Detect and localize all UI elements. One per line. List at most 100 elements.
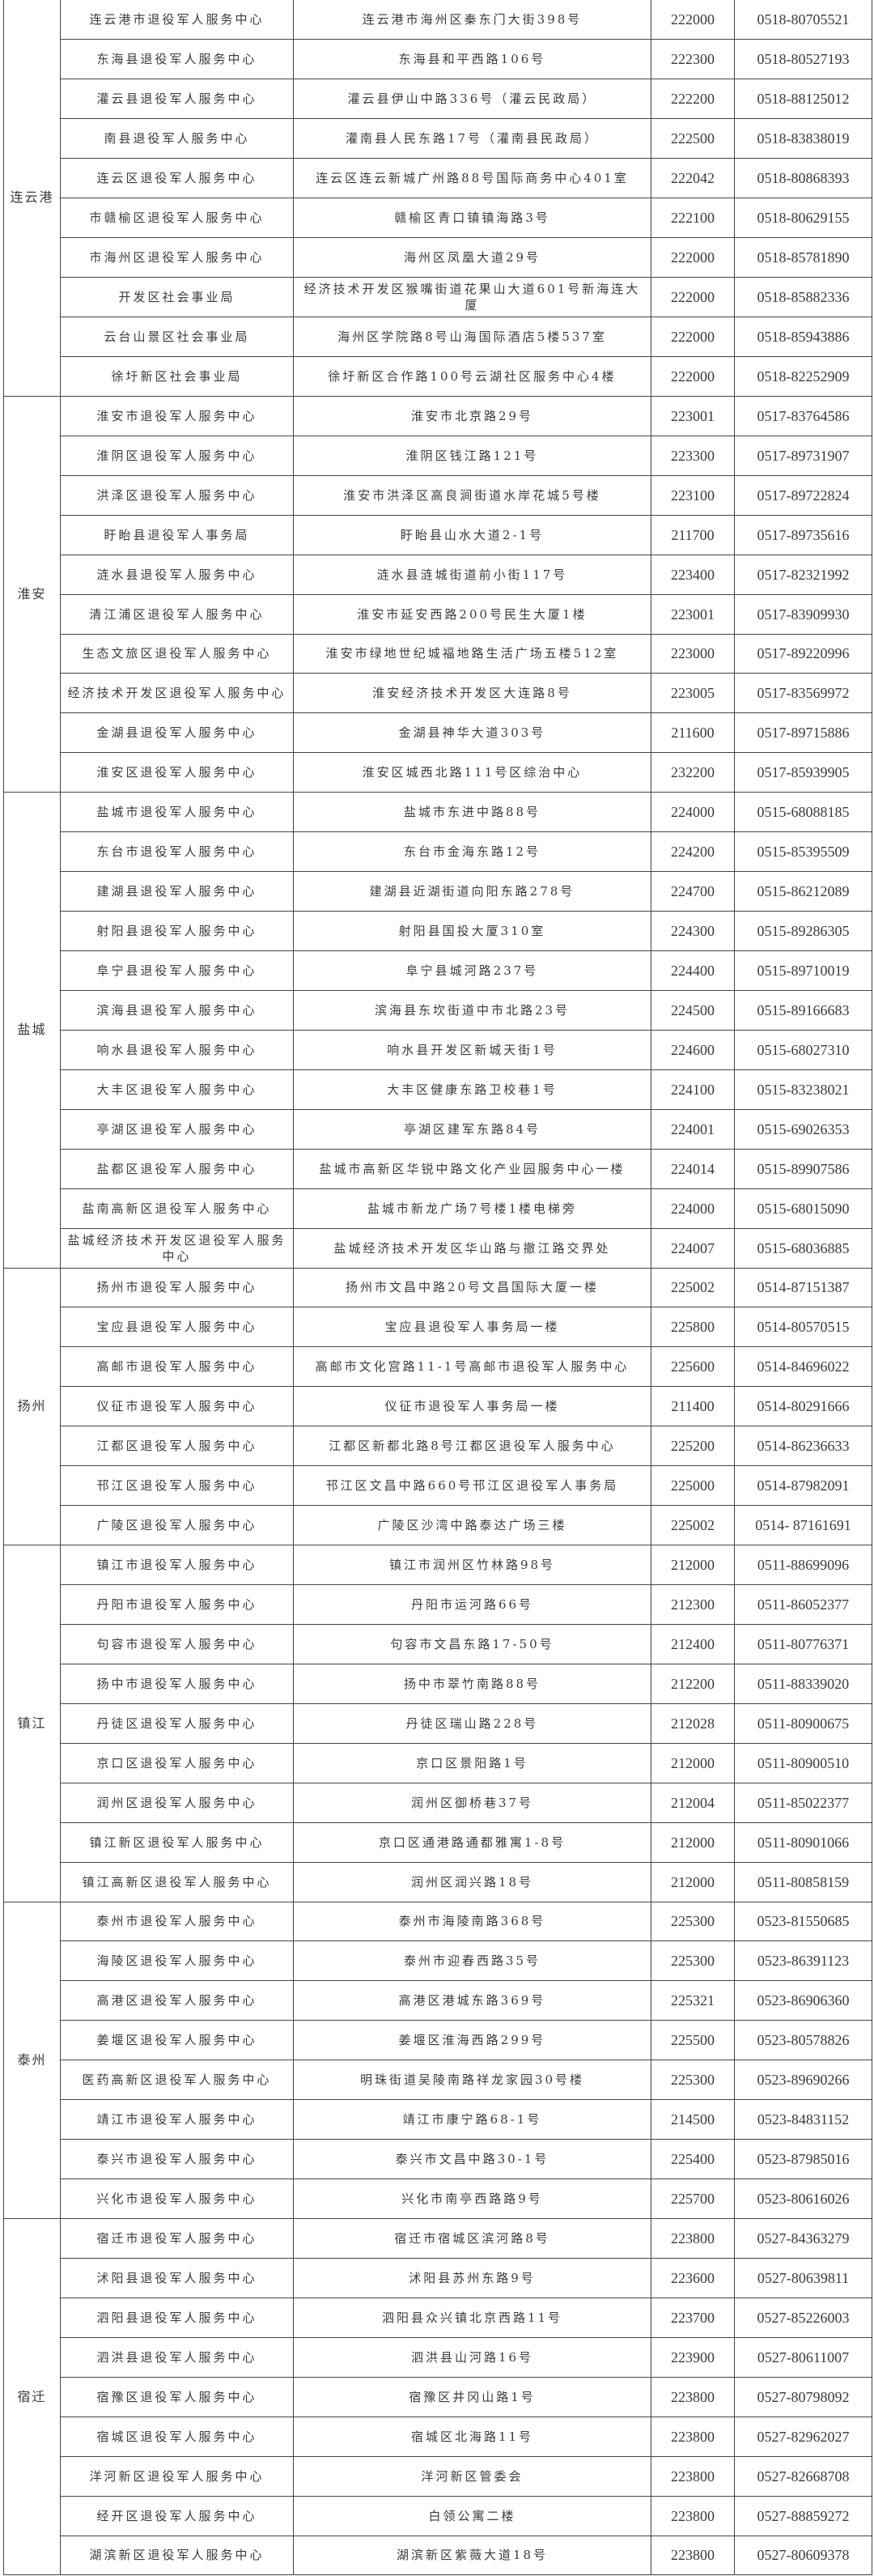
postcode-cell: 224000 xyxy=(651,792,735,833)
phone-cell: 0514-80570515 xyxy=(734,1307,872,1348)
postcode-cell: 223100 xyxy=(651,474,735,516)
city-cell: 宿迁 xyxy=(3,2217,61,2576)
center-name-cell: 镇江市退役军人服务中心 xyxy=(60,1545,294,1585)
address-cell: 阜宁县城河路237号 xyxy=(293,950,651,991)
address-cell: 盐城市高新区华锐中路文化产业园服务中心一楼 xyxy=(293,1148,651,1189)
center-name-cell: 射阳县退役军人服务中心 xyxy=(60,911,294,951)
phone-cell: 0515-68036885 xyxy=(734,1227,872,1269)
address-cell: 淮安市绿地世纪城福地路生活广场五楼512室 xyxy=(293,633,651,674)
table-row: 响水县退役军人服务中心 响水县开发区新城天街1号 224600 0515-680273… xyxy=(4,1029,872,1070)
postcode-cell: 225321 xyxy=(651,1980,735,2021)
postcode-cell: 211600 xyxy=(651,712,735,754)
center-name-cell: 盱眙县退役军人事务局 xyxy=(60,514,294,555)
address-cell: 盐城市东进中路88号 xyxy=(293,792,651,833)
address-cell: 高邮市文化宫路11-1号高邮市退役军人服务中心 xyxy=(293,1346,651,1388)
table-row: 润州区退役军人服务中心 润州区御桥巷37号 212004 0511-85022377 xyxy=(4,1782,872,1823)
postcode-cell: 223900 xyxy=(651,2336,735,2378)
table-row: 市海州区退役军人服务中心 海州区凤凰大道29号 222000 0518-8578189… xyxy=(4,237,872,278)
address-cell: 海州区凤凰大道29号 xyxy=(293,237,651,278)
postcode-cell: 212000 xyxy=(651,1545,735,1585)
table-row: 市赣榆区退役军人服务中心 赣榆区青口镇镇海路3号 222100 0518-806291… xyxy=(4,198,872,239)
address-cell: 淮安市延安西路200号民生大厦1楼 xyxy=(293,593,651,635)
postcode-cell: 222000 xyxy=(651,0,735,40)
postcode-cell: 223800 xyxy=(651,2376,735,2417)
address-cell: 姜堰区淮海西路299号 xyxy=(293,2020,651,2061)
phone-cell: 0511-80858159 xyxy=(734,1861,872,1902)
postcode-cell: 224600 xyxy=(651,1029,735,1070)
table-row: 经开区退役军人服务中心 白领公寓二楼 223800 0527-88859272 xyxy=(4,2495,872,2536)
phone-cell: 0523-80616026 xyxy=(734,2179,872,2219)
postcode-cell: 223800 xyxy=(651,2416,735,2457)
address-cell: 兴化市南亭西路路9号 xyxy=(293,2179,651,2219)
table-row: 淮安 淮安市退役军人服务中心 淮安市北京路29号 223001 0517-8376458… xyxy=(3,395,872,793)
address-cell: 泗洪县山河路16号 xyxy=(293,2336,651,2378)
address-cell: 宿城区北海路11号 xyxy=(293,2416,651,2457)
phone-cell: 0514-86236633 xyxy=(734,1426,872,1467)
phone-cell: 0518-80527193 xyxy=(734,39,872,80)
postcode-cell: 224001 xyxy=(651,1108,735,1150)
address-cell: 宿豫区井冈山路1号 xyxy=(293,2376,651,2417)
postcode-cell: 222000 xyxy=(651,355,735,397)
table-row: 云台山景区社会事业局 海州区学院路8号山海国际酒店5楼537室 222000 0518… xyxy=(4,317,872,357)
table-row: 医药高新区退役军人服务中心 明珠街道吴陵南路祥龙家园30号楼 225300 0523-… xyxy=(4,2060,872,2101)
center-name-cell: 连云港市退役军人服务中心 xyxy=(60,0,294,40)
postcode-cell: 223800 xyxy=(651,2455,735,2497)
table-row: 广陵区退役军人服务中心 广陵区沙湾中路泰达广场三楼 225002 0514- 8716… xyxy=(4,1505,872,1546)
phone-cell: 0514- 87161691 xyxy=(734,1505,872,1546)
address-cell: 宝应县退役军人事务局一楼 xyxy=(293,1307,651,1348)
center-name-cell: 兴化市退役军人服务中心 xyxy=(60,2179,294,2219)
postcode-cell: 225300 xyxy=(651,1901,735,1942)
postcode-cell: 212004 xyxy=(651,1782,735,1823)
phone-cell: 0515-89286305 xyxy=(734,911,872,951)
table-row: 清江浦区退役军人服务中心 淮安市延安西路200号民生大厦1楼 223001 0517-… xyxy=(4,593,872,635)
phone-cell: 0515-89710019 xyxy=(734,950,872,991)
center-name-cell: 金湖县退役军人服务中心 xyxy=(60,712,294,754)
table-row: 射阳县退役军人服务中心 射阳县国投大厦310室 224300 0515-8928630… xyxy=(4,911,872,951)
address-cell: 建湖县近湖街道向阳东路278号 xyxy=(293,871,651,912)
table-row: 宿豫区退役军人服务中心 宿豫区井冈山路1号 223800 0527-80798092 xyxy=(4,2376,872,2417)
postcode-cell: 212300 xyxy=(651,1584,735,1625)
postcode-cell: 224014 xyxy=(651,1148,735,1189)
table-row: 泗洪县退役军人服务中心 泗洪县山河路16号 223900 0527-80611007 xyxy=(4,2336,872,2378)
center-name-cell: 盐城经济技术开发区退役军人服务中心 xyxy=(60,1227,294,1269)
postcode-cell: 223400 xyxy=(651,554,735,595)
address-cell: 盐城市新龙广场7号楼1楼电梯旁 xyxy=(293,1188,651,1229)
table-row: 宝应县退役军人服务中心 宝应县退役军人事务局一楼 225800 0514-805705… xyxy=(4,1307,872,1348)
table-row: 开发区社会事业局 经济技术开发区猴嘴街道花果山大道601号新海连大厦 222000 0… xyxy=(4,277,872,317)
phone-cell: 0515-86212089 xyxy=(734,871,872,912)
center-name-cell: 生态文旅区退役军人服务中心 xyxy=(60,633,294,674)
center-name-cell: 京口区退役军人服务中心 xyxy=(60,1742,294,1783)
postcode-cell: 222000 xyxy=(651,317,735,357)
address-cell: 赣榆区青口镇镇海路3号 xyxy=(293,198,651,239)
center-name-cell: 东台市退役军人服务中心 xyxy=(60,831,294,873)
address-cell: 广陵区沙湾中路泰达广场三楼 xyxy=(293,1505,651,1546)
center-name-cell: 清江浦区退役军人服务中心 xyxy=(60,593,294,635)
phone-cell: 0514-87151387 xyxy=(734,1267,872,1308)
table-body: 连云港 连云港市退役军人服务中心 连云港市海州区秦东门大街398号 222000 051… xyxy=(3,0,872,2576)
postcode-cell: 225002 xyxy=(651,1267,735,1308)
center-name-cell: 宿城区退役军人服务中心 xyxy=(60,2416,294,2457)
address-cell: 靖江市康宁路68-1号 xyxy=(293,2099,651,2140)
phone-cell: 0518-83838019 xyxy=(734,118,872,159)
center-name-cell: 镇江高新区退役军人服务中心 xyxy=(60,1861,294,1902)
phone-cell: 0527-80611007 xyxy=(734,2336,872,2378)
address-cell: 淮安经济技术开发区大连路8号 xyxy=(293,673,651,714)
city-cell: 淮安 xyxy=(3,395,61,793)
phone-cell: 0517-85939905 xyxy=(734,752,872,793)
address-cell: 灌南县人民东路17号（灌南县民政局） xyxy=(293,118,651,159)
center-name-cell: 经济技术开发区退役军人服务中心 xyxy=(60,673,294,714)
table-row: 淮阴区退役军人服务中心 淮阴区钱江路121号 223300 0517-89731907 xyxy=(4,435,872,476)
postcode-cell: 212400 xyxy=(651,1623,735,1664)
postcode-cell: 225500 xyxy=(651,2020,735,2061)
table-row: 亭湖区退役军人服务中心 亭湖区建军东路84号 224001 0515-69026353 xyxy=(4,1108,872,1150)
postcode-cell: 214500 xyxy=(651,2099,735,2140)
table-row: 兴化市退役军人服务中心 兴化市南亭西路路9号 225700 0523-80616026 xyxy=(4,2179,872,2219)
center-name-cell: 淮安区退役军人服务中心 xyxy=(60,752,294,793)
postcode-cell: 212000 xyxy=(651,1821,735,1863)
table-row: 丹阳市退役军人服务中心 丹阳市运河路66号 212300 0511-86052377 xyxy=(4,1584,872,1625)
phone-cell: 0527-82668708 xyxy=(734,2455,872,2497)
address-cell: 涟水县涟城街道前小街117号 xyxy=(293,554,651,595)
address-cell: 丹阳市运河路66号 xyxy=(293,1584,651,1625)
phone-cell: 0523-87985016 xyxy=(734,2139,872,2180)
address-cell: 盱眙县山水大道2-1号 xyxy=(293,514,651,555)
